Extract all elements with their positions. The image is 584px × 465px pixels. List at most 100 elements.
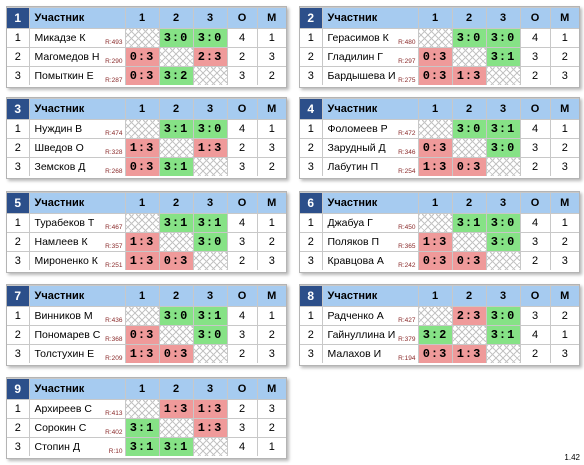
place-value: 3 xyxy=(256,251,286,270)
row-number: 2 xyxy=(300,138,323,158)
player-name[interactable]: Малахов И xyxy=(327,348,382,360)
player-name[interactable]: Помыткин Е xyxy=(34,70,94,82)
player-name[interactable]: Фоломеев Р xyxy=(327,123,388,135)
player-name-cell[interactable]: Шведов О R:328 xyxy=(28,138,126,158)
player-name-cell[interactable]: Сорокин С R:402 xyxy=(28,418,126,438)
player-name[interactable]: Магомедов Н xyxy=(34,51,100,63)
player-name[interactable]: Радченко А xyxy=(327,310,384,322)
player-name[interactable]: Мироненко К xyxy=(34,255,98,267)
place-value: 2 xyxy=(549,306,579,326)
player-name[interactable]: Герасимов К xyxy=(327,32,389,44)
player-name-cell[interactable]: Кравцова А R:242 xyxy=(321,251,419,270)
match-score: 1:3 xyxy=(124,232,160,252)
row-number: 1 xyxy=(7,119,30,139)
player-name[interactable]: Шведов О xyxy=(34,142,84,154)
player-name-cell[interactable]: Архиреев С R:413 xyxy=(28,399,126,419)
place-value: 1 xyxy=(256,306,286,326)
player-name-cell[interactable]: Пономарев С R:368 xyxy=(28,325,126,345)
table-row: 2 Намлеев К R:357 1:3 3:0 3 2 xyxy=(7,232,286,252)
player-name[interactable]: Земсков Д xyxy=(34,161,86,173)
player-name-cell[interactable]: Намлеев К R:357 xyxy=(28,232,126,252)
self-match-cell xyxy=(417,306,453,326)
player-name[interactable]: Лабутин П xyxy=(327,161,379,173)
participant-header: Участник xyxy=(28,98,126,120)
player-name[interactable]: Намлеев К xyxy=(34,236,88,248)
participant-header: Участник xyxy=(321,192,419,214)
row-number: 3 xyxy=(7,157,30,176)
group-table-8: 8 Участник 1 2 3 О М 1 Радченко А R:427 2:3 3:0 3 2 2 Г… xyxy=(299,284,580,366)
place-value: 2 xyxy=(549,232,579,252)
player-name[interactable]: Стопин Д xyxy=(34,441,81,453)
self-match-cell xyxy=(451,138,487,158)
column-header-3: 3 xyxy=(192,192,228,214)
group-table-7: 7 Участник 1 2 3 О М 1 Винников М R:436 3:0 3:1 4 1 2 П… xyxy=(6,284,287,366)
match-score: 0:3 xyxy=(417,251,453,270)
column-header-2: 2 xyxy=(158,98,194,120)
points-value: 2 xyxy=(226,251,258,270)
player-name-cell[interactable]: Стопин Д R:10 xyxy=(28,437,126,456)
player-name-cell[interactable]: Микадзе К R:493 xyxy=(28,28,126,48)
player-name-cell[interactable]: Гайнуллина И R:379 xyxy=(321,325,419,345)
player-name-cell[interactable]: Бардышева И R:275 xyxy=(321,66,419,85)
match-score: 3:1 xyxy=(158,157,194,176)
player-name-cell[interactable]: Магомедов Н R:290 xyxy=(28,47,126,67)
column-header-1: 1 xyxy=(124,98,160,120)
self-match-cell xyxy=(451,232,487,252)
player-name-cell[interactable]: Поляков П R:365 xyxy=(321,232,419,252)
self-match-cell xyxy=(124,306,160,326)
match-score: 3:0 xyxy=(192,325,228,345)
points-header: О xyxy=(519,285,551,307)
place-header: М xyxy=(256,378,286,400)
player-name[interactable]: Зарудный Д xyxy=(327,142,386,154)
column-header-3: 3 xyxy=(192,7,228,29)
player-name-cell[interactable]: Радченко А R:427 xyxy=(321,306,419,326)
self-match-cell xyxy=(192,66,228,85)
player-name-cell[interactable]: Герасимов К R:480 xyxy=(321,28,419,48)
player-name-cell[interactable]: Толстухин Е R:209 xyxy=(28,344,126,363)
player-name-cell[interactable]: Нуждин В R:474 xyxy=(28,119,126,139)
player-name[interactable]: Архиреев С xyxy=(34,403,92,415)
player-name-cell[interactable]: Малахов И R:194 xyxy=(321,344,419,363)
player-name[interactable]: Сорокин С xyxy=(34,422,87,434)
match-score: 1:3 xyxy=(417,157,453,176)
player-name[interactable]: Поляков П xyxy=(327,236,380,248)
player-name-cell[interactable]: Турабеков Т R:467 xyxy=(28,213,126,233)
player-name[interactable]: Нуждин В xyxy=(34,123,83,135)
player-rating: R:450 xyxy=(398,224,416,231)
player-name-cell[interactable]: Джабуа Г R:450 xyxy=(321,213,419,233)
row-number: 1 xyxy=(7,306,30,326)
points-value: 3 xyxy=(519,232,551,252)
row-number: 3 xyxy=(300,66,323,85)
table-row: 2 Гладилин Г R:297 0:3 3:1 3 2 xyxy=(300,47,579,67)
player-name[interactable]: Кравцова А xyxy=(327,255,384,267)
player-name-cell[interactable]: Фоломеев Р R:472 xyxy=(321,119,419,139)
points-value: 4 xyxy=(226,213,258,233)
player-name-cell[interactable]: Гладилин Г R:297 xyxy=(321,47,419,67)
player-name[interactable]: Винников М xyxy=(34,310,93,322)
player-name-cell[interactable]: Мироненко К R:251 xyxy=(28,251,126,270)
self-match-cell xyxy=(124,28,160,48)
player-name-cell[interactable]: Земсков Д R:268 xyxy=(28,157,126,176)
player-name[interactable]: Микадзе К xyxy=(34,32,86,44)
player-name[interactable]: Гладилин Г xyxy=(327,51,383,63)
match-score: 3:0 xyxy=(485,306,521,326)
player-name[interactable]: Джабуа Г xyxy=(327,217,373,229)
player-name[interactable]: Бардышева И xyxy=(327,70,396,82)
player-rating: R:251 xyxy=(105,262,123,269)
player-name-cell[interactable]: Лабутин П R:254 xyxy=(321,157,419,176)
match-score: 0:3 xyxy=(451,157,487,176)
match-score: 3:1 xyxy=(158,213,194,233)
player-name[interactable]: Турабеков Т xyxy=(34,217,95,229)
group-header-row: 4 Участник 1 2 3 О М xyxy=(300,98,579,120)
player-name[interactable]: Пономарев С xyxy=(34,329,101,341)
row-number: 3 xyxy=(300,251,323,270)
player-name-cell[interactable]: Помыткин Е R:287 xyxy=(28,66,126,85)
player-name-cell[interactable]: Винников М R:436 xyxy=(28,306,126,326)
group-table-9: 9 Участник 1 2 3 О М 1 Архиреев С R:413 1:3 1:3 2 3 2 С… xyxy=(6,377,287,459)
match-score: 1:3 xyxy=(192,138,228,158)
points-header: О xyxy=(226,7,258,29)
player-rating: R:480 xyxy=(398,39,416,46)
player-name[interactable]: Толстухин Е xyxy=(34,348,95,360)
player-name-cell[interactable]: Зарудный Д R:346 xyxy=(321,138,419,158)
player-name[interactable]: Гайнуллина И xyxy=(327,329,396,341)
